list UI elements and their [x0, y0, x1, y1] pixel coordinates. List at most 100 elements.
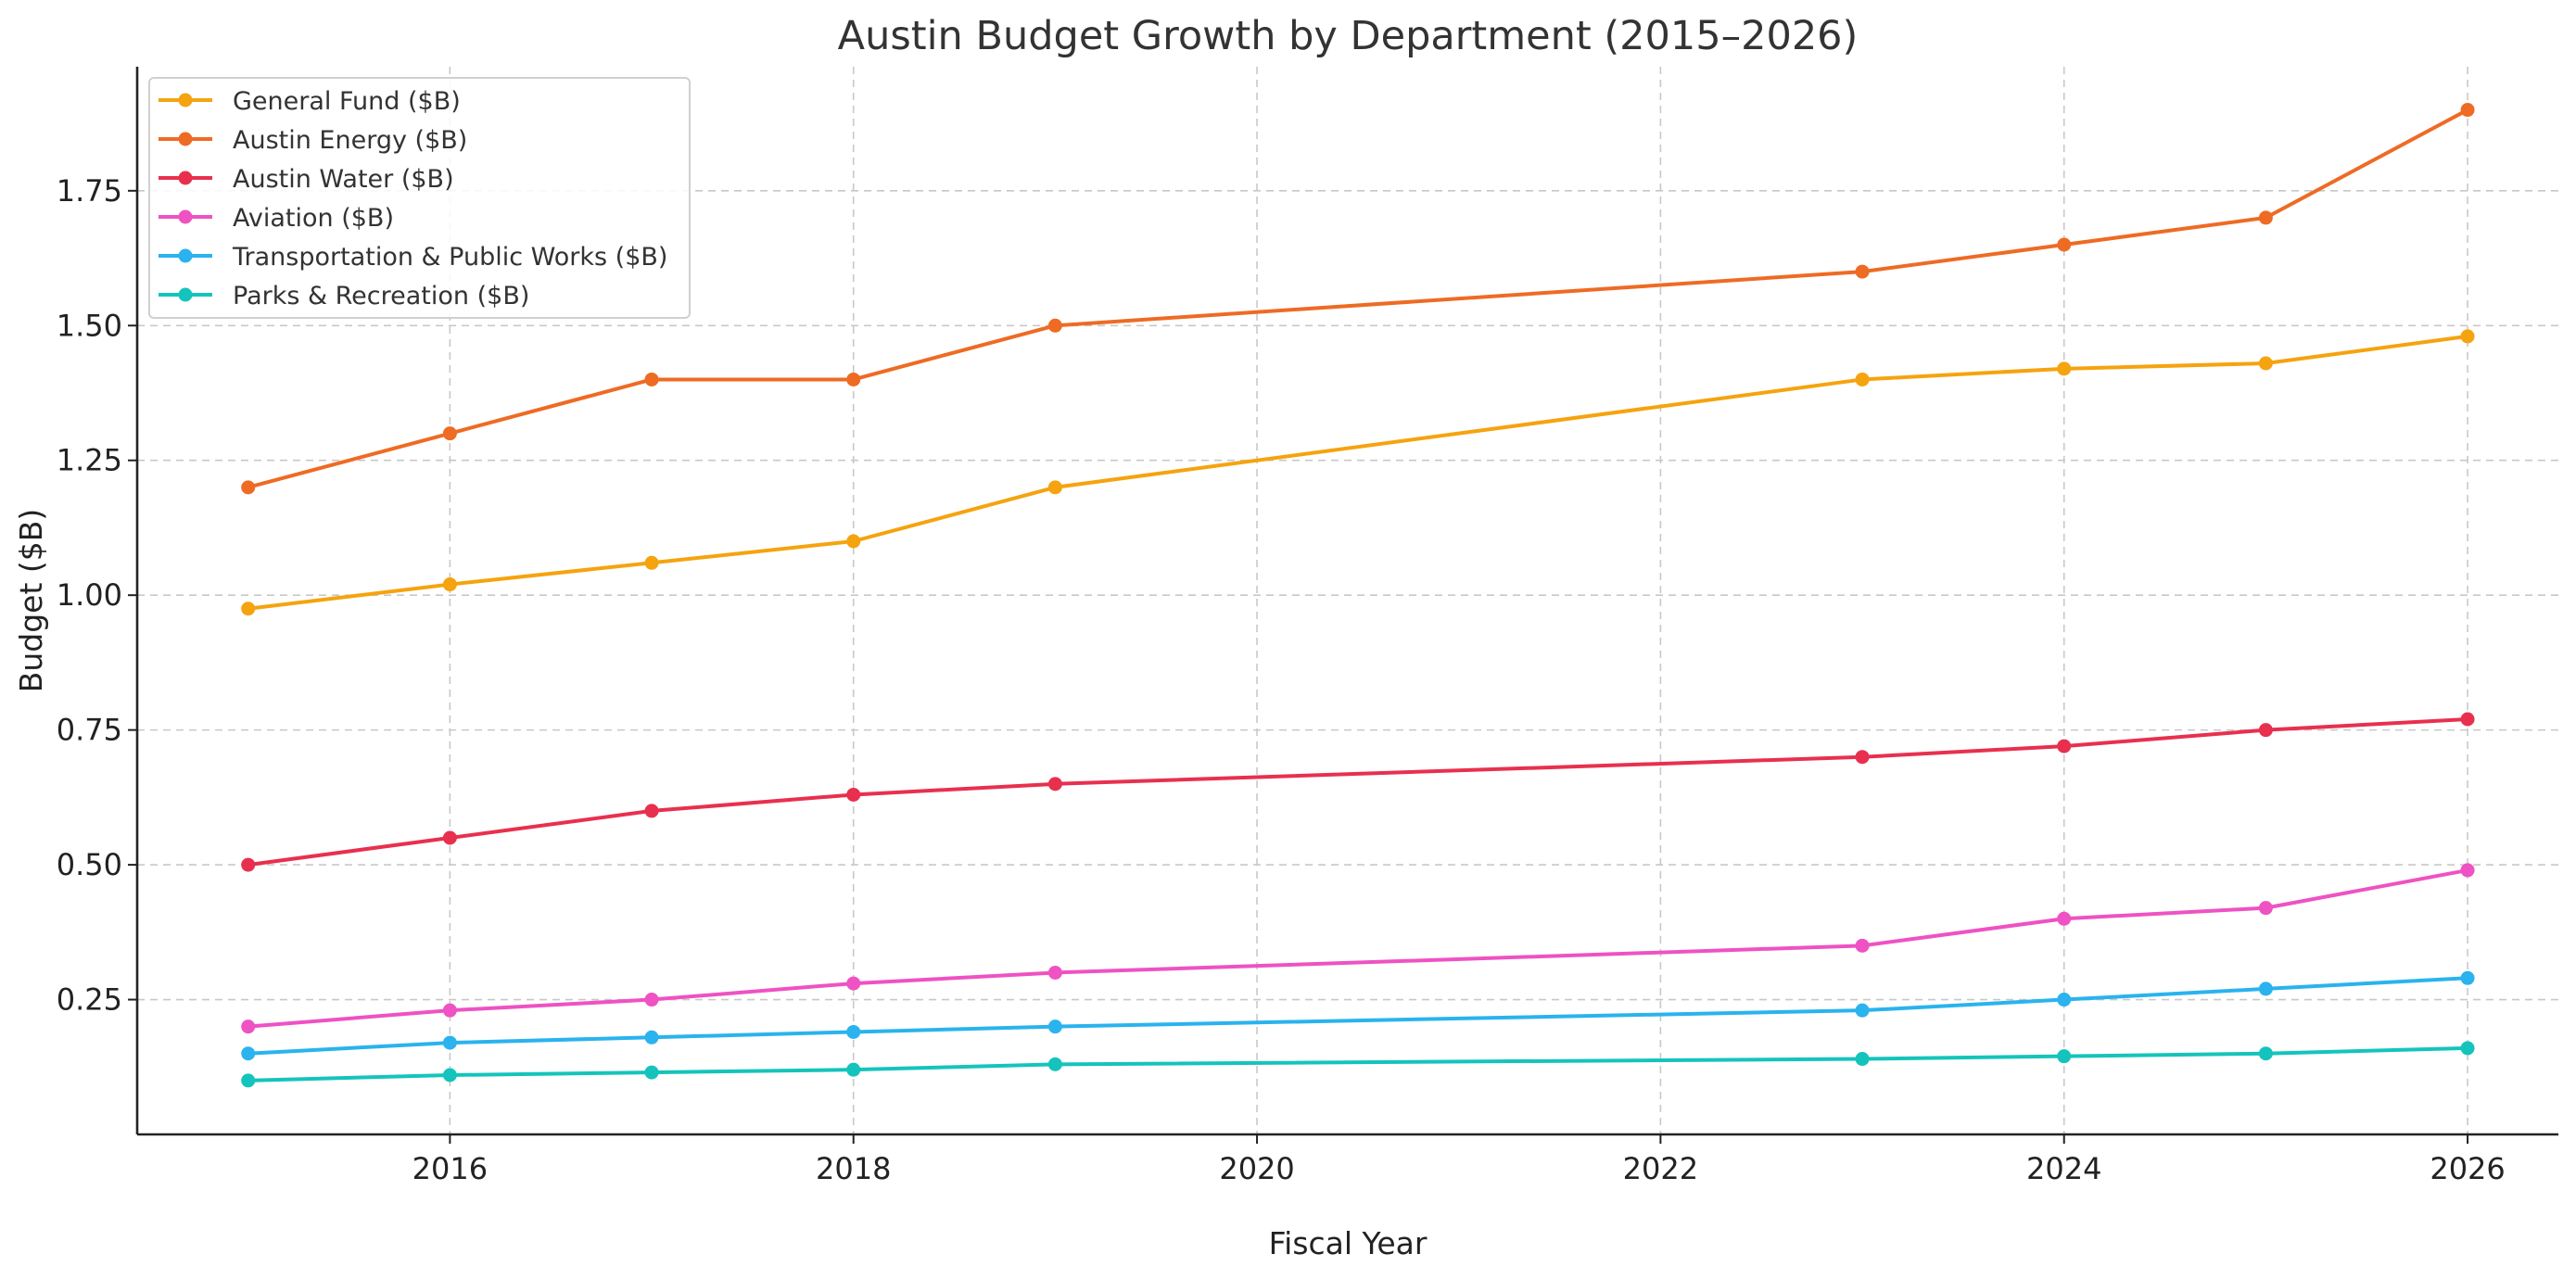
data-point [2460, 103, 2475, 118]
data-point [241, 1046, 256, 1061]
data-point [644, 555, 659, 570]
data-point [442, 830, 457, 845]
chart-title: Austin Budget Growth by Department (2015… [838, 13, 1859, 59]
data-point [2057, 739, 2072, 753]
data-point [241, 857, 256, 872]
axes [135, 67, 2558, 1136]
data-point [2460, 970, 2475, 985]
data-point [644, 804, 659, 818]
legend-label: General Fund ($B) [233, 87, 461, 116]
legend-label: Austin Energy ($B) [233, 126, 467, 155]
x-tick-label: 2026 [2430, 1151, 2505, 1186]
data-point [2258, 723, 2273, 738]
data-point [846, 1062, 861, 1077]
legend-marker [178, 248, 193, 263]
series-line [247, 717, 2468, 867]
legend-entry: Transportation & Public Works ($B) [159, 243, 667, 272]
legend-entry: Parks & Recreation ($B) [159, 282, 529, 310]
legend-label: Austin Water ($B) [233, 165, 454, 194]
data-point [241, 480, 256, 495]
legend-label: Aviation ($B) [233, 204, 394, 233]
data-point [2460, 1041, 2475, 1056]
legend-marker [178, 171, 193, 185]
data-point [1855, 372, 1870, 386]
series-4 [241, 863, 2475, 1034]
series-5 [241, 970, 2475, 1061]
series-6 [241, 1041, 2475, 1088]
data-point [241, 1073, 256, 1088]
data-point [442, 577, 457, 592]
legend-marker [178, 93, 193, 108]
series-1 [241, 329, 2475, 616]
data-point [2460, 329, 2475, 344]
legend-entry: General Fund ($B) [159, 87, 461, 116]
data-point [1855, 264, 1870, 279]
legend-entry: Aviation ($B) [159, 204, 394, 233]
x-tick-label: 2024 [2026, 1151, 2101, 1186]
data-point [1047, 318, 1062, 333]
data-point [2057, 237, 2072, 252]
data-point [1855, 1003, 1870, 1018]
data-point [442, 1035, 457, 1050]
legend-entry: Austin Energy ($B) [159, 126, 467, 155]
data-point [1047, 777, 1062, 791]
data-point [1855, 938, 1870, 953]
series-line [247, 1045, 2468, 1083]
data-point [644, 993, 659, 1007]
y-tick-label: 1.75 [57, 173, 122, 209]
data-point [2258, 1046, 2273, 1061]
legend-box [148, 77, 691, 319]
data-point [2258, 356, 2273, 371]
data-point [1047, 1057, 1062, 1071]
tick-labels: 2016 2018 2020 2022 2024 2026 0.25 0.50 0.75 1.00… [57, 173, 2506, 1186]
data-point [1047, 480, 1062, 495]
data-point [1047, 965, 1062, 980]
data-point [241, 602, 256, 616]
data-point [2258, 981, 2273, 996]
data-point [2460, 712, 2475, 727]
data-point [644, 1065, 659, 1080]
legend-label: Transportation & Public Works ($B) [232, 243, 667, 272]
y-tick-label: 1.00 [57, 577, 122, 613]
legend-entry: Austin Water ($B) [159, 165, 454, 194]
x-tick-label: 2020 [1219, 1151, 1294, 1186]
y-tick-label: 0.50 [57, 847, 122, 882]
data-point [2057, 361, 2072, 376]
y-axis-label: Budget ($B) [13, 509, 49, 693]
legend-marker [178, 132, 193, 146]
data-point [644, 372, 659, 386]
data-point [241, 1019, 256, 1034]
series-2 [241, 103, 2475, 495]
data-point [2258, 210, 2273, 225]
data-point [2057, 1049, 2072, 1064]
x-tick-label: 2018 [816, 1151, 891, 1186]
legend-marker [178, 209, 193, 224]
data-point [442, 426, 457, 441]
series-line [247, 867, 2468, 1029]
y-tick-label: 0.25 [57, 982, 122, 1018]
x-axis-label: Fiscal Year [1269, 1225, 1428, 1261]
data-point [2057, 911, 2072, 926]
x-tick-label: 2022 [1623, 1151, 1698, 1186]
legend-marker [178, 287, 193, 302]
data-point [442, 1068, 457, 1083]
data-point [1047, 1019, 1062, 1034]
data-point [846, 534, 861, 549]
y-tick-label: 1.25 [57, 443, 122, 478]
legend-label: Parks & Recreation ($B) [233, 282, 529, 310]
data-point [846, 976, 861, 991]
x-tick-label: 2016 [412, 1151, 488, 1186]
legend: General Fund ($B) Austin Energy ($B) Austi… [148, 77, 691, 319]
data-point [644, 1030, 659, 1045]
data-point [1855, 1052, 1870, 1067]
data-point [2057, 993, 2072, 1007]
series-line [247, 976, 2468, 1056]
series-3 [241, 712, 2475, 872]
series-lines [241, 103, 2475, 1088]
series-line [247, 334, 2468, 611]
data-point [2258, 901, 2273, 916]
data-point [846, 787, 861, 802]
data-point [2460, 863, 2475, 878]
